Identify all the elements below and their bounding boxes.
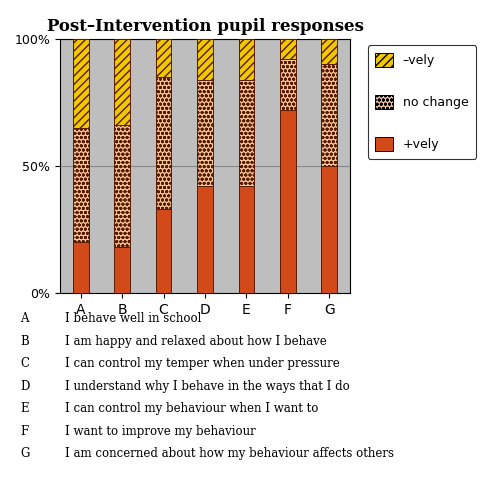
Bar [73, 128, 88, 242]
Text: G: G [20, 447, 30, 460]
Bar [238, 186, 254, 293]
Bar [114, 39, 130, 125]
Bar [280, 110, 295, 293]
Text: I want to improve my behaviour: I want to improve my behaviour [65, 425, 256, 438]
Text: I can control my behaviour when I want to: I can control my behaviour when I want t… [65, 402, 318, 415]
Text: I am happy and relaxed about how I behave: I am happy and relaxed about how I behav… [65, 335, 327, 348]
Text: A: A [20, 312, 28, 325]
Bar [238, 39, 254, 80]
Text: F: F [20, 425, 28, 438]
Bar [73, 242, 88, 293]
Title: Post–Intervention pupil responses: Post–Intervention pupil responses [46, 18, 364, 35]
Bar [322, 39, 337, 64]
Bar [114, 125, 130, 247]
Bar [280, 39, 295, 60]
Bar [238, 80, 254, 186]
Text: I can control my temper when under pressure: I can control my temper when under press… [65, 357, 340, 370]
Bar [197, 80, 213, 186]
Bar [156, 209, 172, 293]
Text: E: E [20, 402, 28, 415]
Bar [322, 64, 337, 166]
Text: I behave well in school: I behave well in school [65, 312, 202, 325]
Bar [73, 39, 88, 128]
Bar [156, 77, 172, 209]
Bar [114, 247, 130, 293]
Text: I understand why I behave in the ways that I do: I understand why I behave in the ways th… [65, 380, 350, 393]
Legend: –vely, no change, +vely: –vely, no change, +vely [368, 45, 476, 159]
Text: I am concerned about how my behaviour affects others: I am concerned about how my behaviour af… [65, 447, 394, 460]
Bar [197, 186, 213, 293]
Bar [280, 60, 295, 110]
Bar [156, 39, 172, 77]
Text: B: B [20, 335, 29, 348]
Text: C: C [20, 357, 29, 370]
Text: D: D [20, 380, 30, 393]
Bar [197, 39, 213, 80]
Bar [322, 166, 337, 293]
